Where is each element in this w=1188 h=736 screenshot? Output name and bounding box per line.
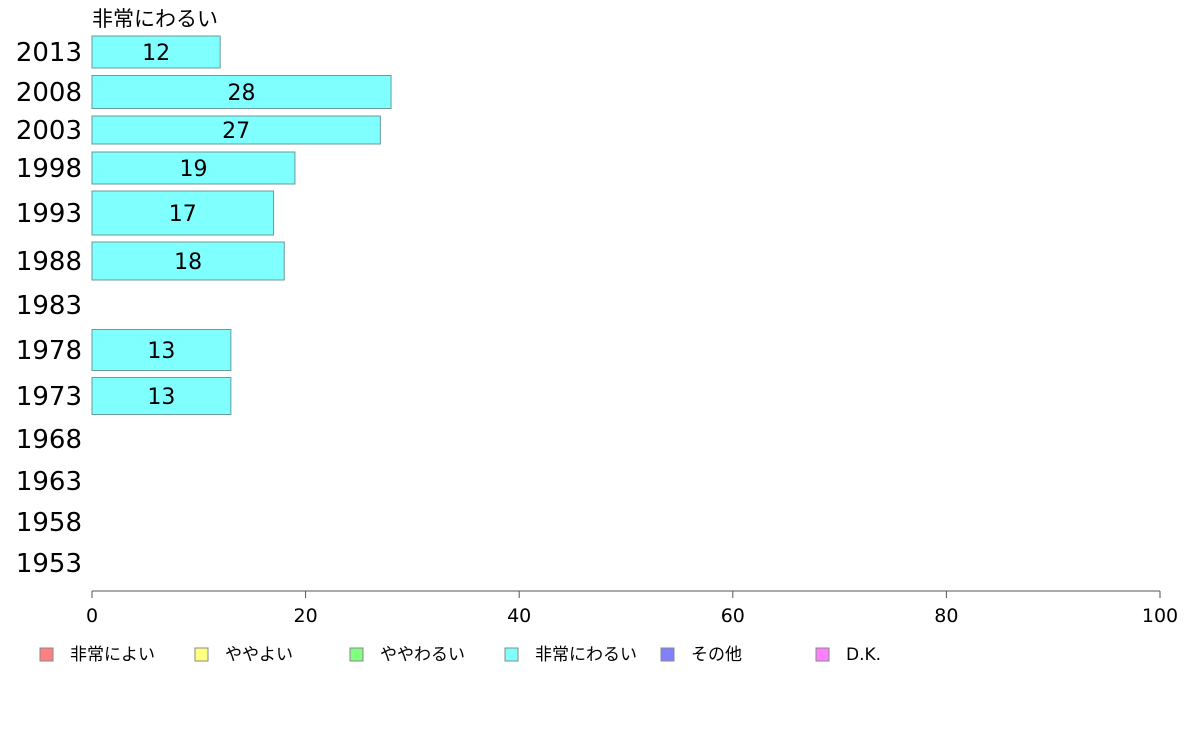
year-label-1993: 1993 (16, 199, 82, 229)
bar-1993 (91, 190, 275, 236)
year-label-1968: 1968 (16, 425, 82, 455)
legend-label-0: 非常によい (70, 645, 155, 665)
bar-value-1978: 13 (147, 339, 175, 364)
bar-1988 (91, 241, 285, 281)
legend-swatch-2 (349, 647, 364, 662)
bar-2003 (91, 115, 381, 145)
x-tick-label-100: 100 (1142, 605, 1178, 627)
bar-2013 (91, 35, 221, 69)
legend-swatch-3 (504, 647, 519, 662)
legend-label-5: D.K. (846, 645, 881, 665)
bar-2008 (91, 75, 392, 109)
series-title: 非常にわるい (92, 7, 218, 31)
legend-label-2: ややわるい (380, 645, 465, 665)
bar-1973 (91, 377, 232, 415)
bar-value-1988: 18 (174, 250, 202, 275)
legend-swatch-0 (39, 647, 54, 662)
year-labels-group: 2013 2008 2003 1998 1993 1988 1983 1978 1973 1968… (16, 38, 82, 579)
bars-group: 12 28 27 19 17 18 13 13 (91, 35, 392, 415)
bar-value-2008: 28 (228, 81, 256, 106)
year-label-1988: 1988 (16, 247, 82, 277)
x-tick-label-80: 80 (934, 605, 958, 627)
legend-swatch-5 (815, 647, 830, 662)
x-tick-label-0: 0 (86, 605, 98, 627)
bar-value-1993: 17 (169, 202, 197, 227)
legend-label-4: その他 (691, 645, 742, 665)
x-tick-label-60: 60 (721, 605, 745, 627)
bar-value-1998: 19 (179, 157, 207, 182)
year-label-1973: 1973 (16, 382, 82, 412)
year-label-1983: 1983 (16, 291, 82, 321)
bar-1998 (91, 151, 296, 185)
x-axis: 0 20 40 60 80 100 (86, 590, 1178, 627)
legend-swatch-4 (660, 647, 675, 662)
bar-1978 (91, 329, 232, 371)
year-label-1978: 1978 (16, 336, 82, 366)
year-label-1958: 1958 (16, 508, 82, 538)
year-label-2013: 2013 (16, 38, 82, 68)
year-label-1953: 1953 (16, 549, 82, 579)
legend-swatch-1 (194, 647, 209, 662)
bar-value-2013: 12 (142, 41, 170, 66)
year-label-2008: 2008 (16, 78, 82, 108)
x-tick-label-20: 20 (294, 605, 318, 627)
x-tick-label-40: 40 (507, 605, 531, 627)
year-label-1963: 1963 (16, 467, 82, 497)
year-label-2003: 2003 (16, 116, 82, 146)
legend-label-3: 非常にわるい (535, 645, 637, 665)
bar-value-2003: 27 (222, 119, 250, 144)
year-label-1998: 1998 (16, 154, 82, 184)
bar-value-1973: 13 (147, 385, 175, 410)
legend: 非常によい ややよい ややわるい 非常にわるい その他 D.K. (39, 645, 881, 665)
legend-label-1: ややよい (225, 645, 293, 665)
